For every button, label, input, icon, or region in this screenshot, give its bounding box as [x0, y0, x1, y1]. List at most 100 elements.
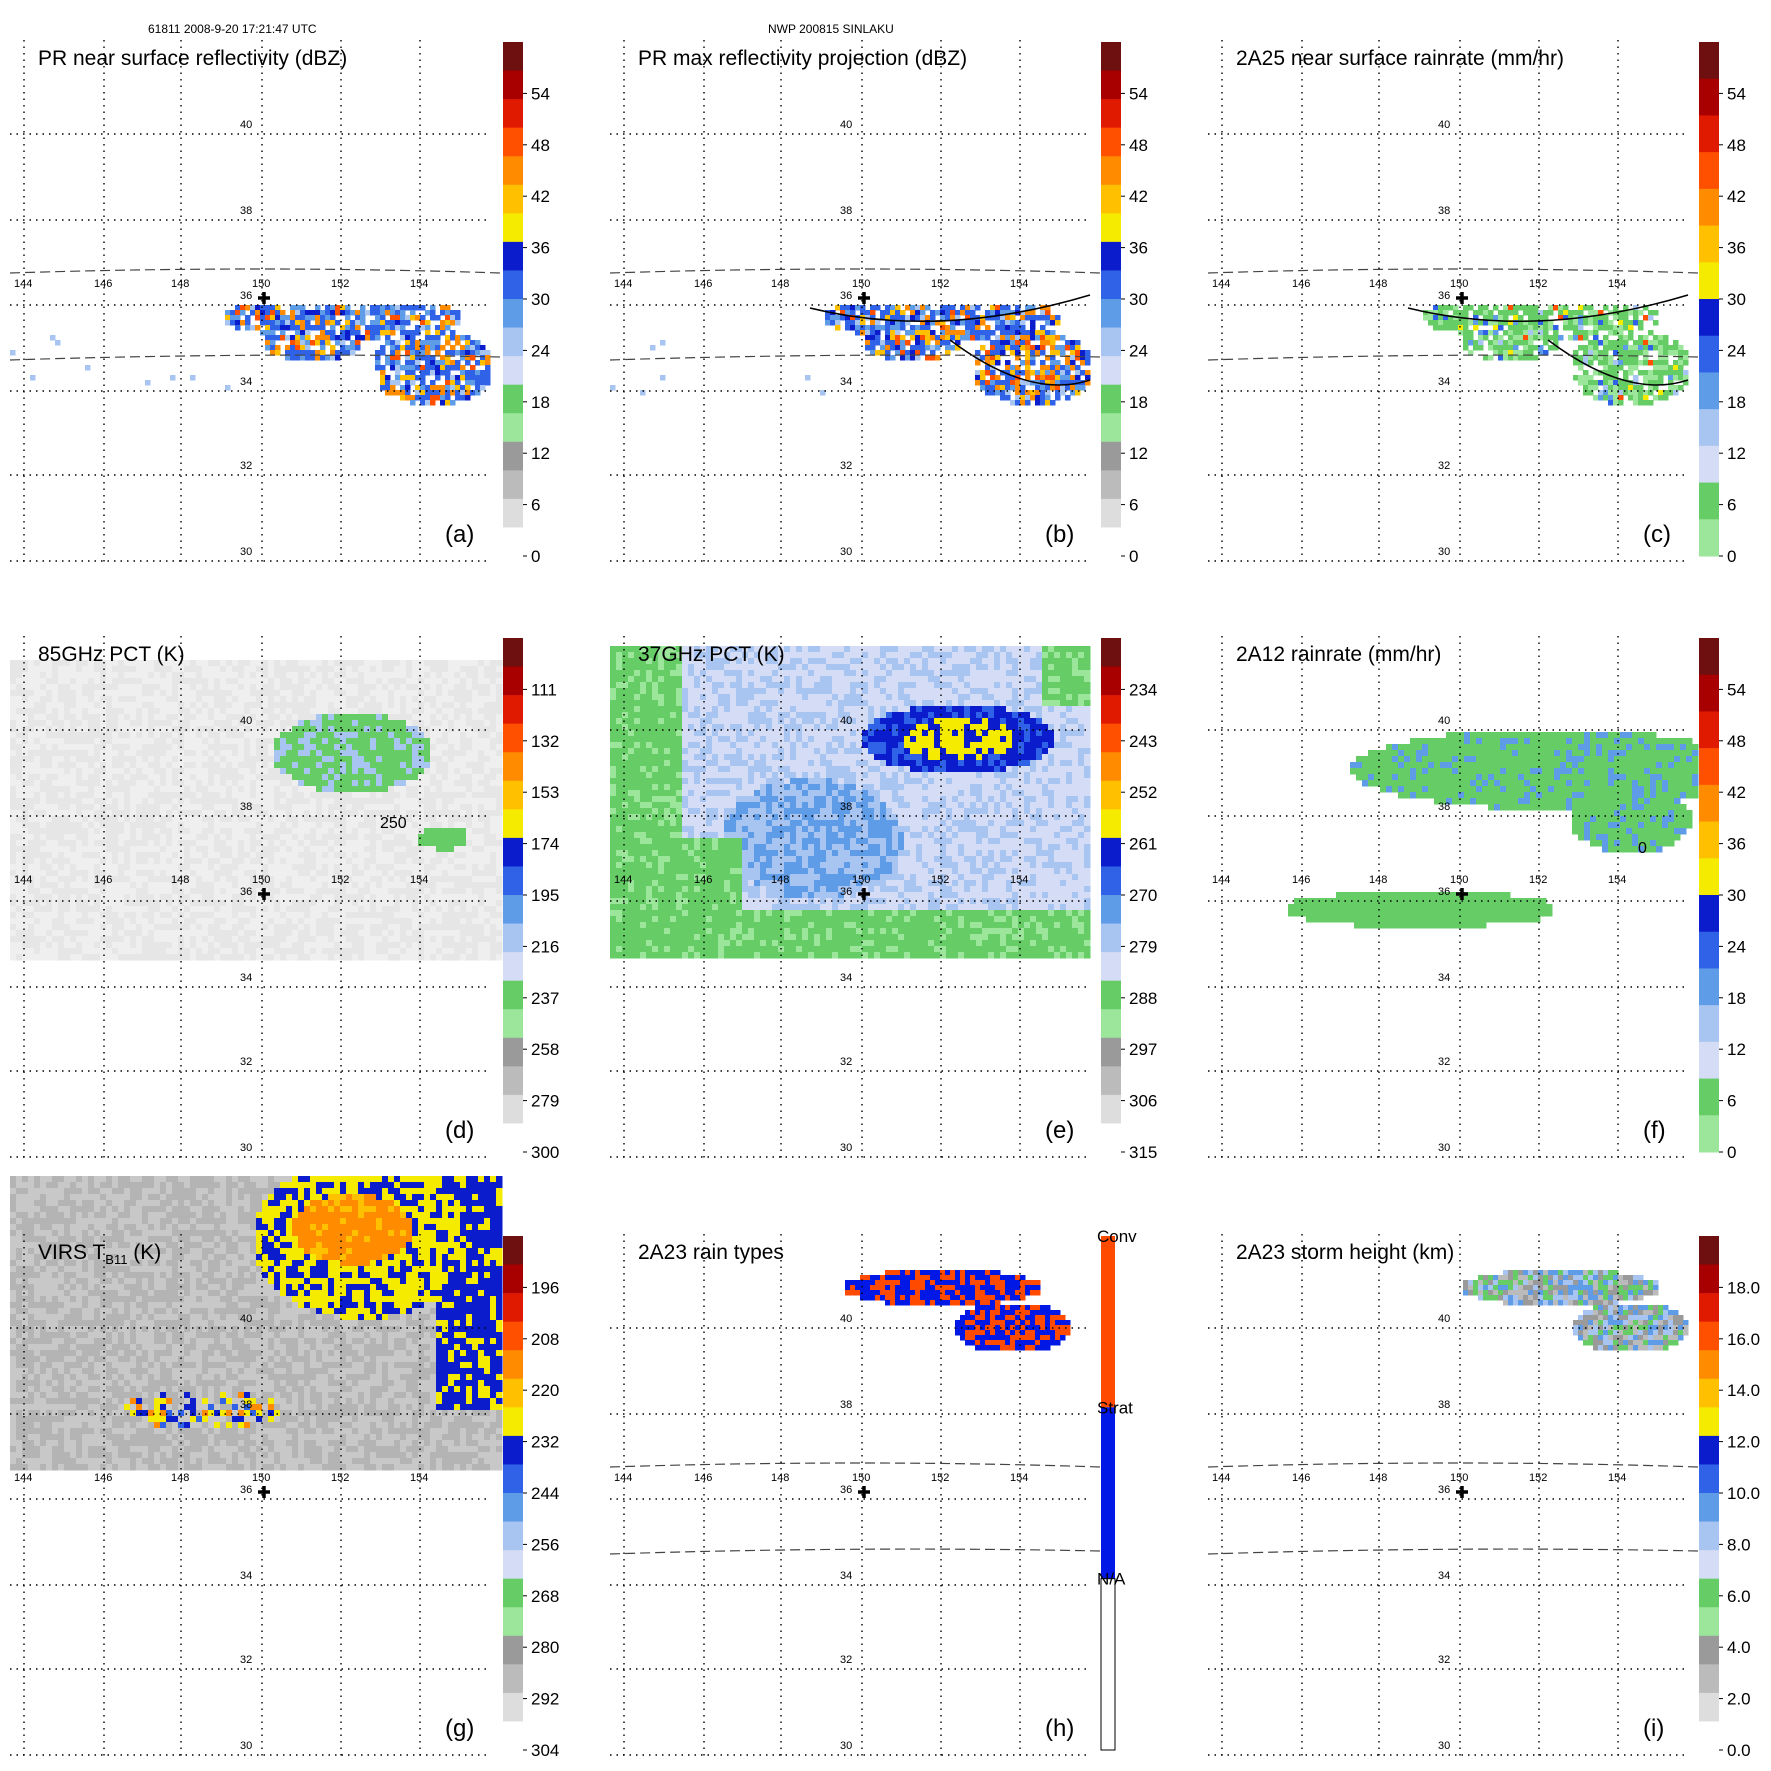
lat-tick-label: 40	[840, 1313, 852, 1325]
colorbar-tick: 30	[1727, 290, 1746, 309]
storm-center-marker	[858, 292, 870, 304]
colorbar-tick: 18	[1727, 989, 1746, 1008]
lon-tick-label: 154	[1608, 874, 1626, 886]
lat-tick-label: 32	[240, 1654, 252, 1666]
lon-tick-label: 150	[252, 874, 270, 886]
lon-tick-label: 146	[1292, 874, 1310, 886]
colorbar-tick: 24	[531, 341, 550, 360]
lat-tick-label: 38	[840, 801, 852, 813]
lat-tick-label: 30	[1438, 1142, 1450, 1154]
lon-tick-label: 148	[771, 278, 789, 290]
lat-tick-label: 34	[240, 376, 252, 388]
lon-tick-label: 144	[14, 1472, 32, 1484]
lat-tick-label: 30	[240, 1142, 252, 1154]
colorbar-tick: 18	[1727, 393, 1746, 412]
lon-tick-label: 150	[252, 1472, 270, 1484]
storm-center-marker	[1456, 888, 1468, 900]
colorbar-tick: 30	[531, 290, 550, 309]
lat-tick-label: 36	[240, 290, 252, 302]
lon-tick-label: 150	[1450, 278, 1468, 290]
panel-title: 2A25 near surface rainrate (mm/hr)	[1236, 47, 1564, 70]
lat-tick-label: 34	[840, 1570, 852, 1582]
lat-tick-label: 32	[840, 1654, 852, 1666]
colorbar-tick: 48	[1727, 136, 1746, 155]
lon-tick-label: 148	[1369, 278, 1387, 290]
colorbar-tick: 48	[531, 136, 550, 155]
colorbar-tick: 42	[1129, 187, 1148, 206]
colorbar-tick: 300	[531, 1143, 559, 1162]
lon-tick-label: 152	[931, 1472, 949, 1484]
lat-tick-label: 30	[1438, 546, 1450, 558]
svg-text:2A25 near surface rainrate (mm: 2A25 near surface rainrate (mm/hr)	[1236, 47, 1564, 70]
lon-tick-label: 148	[771, 1472, 789, 1484]
lat-lon-grid: 40 38 36 34 32 30 144 146 148 150 152 154	[610, 40, 1090, 562]
lon-tick-label: 144	[614, 278, 632, 290]
colorbar-tick: 261	[1129, 835, 1157, 854]
colorbar: 234 243 252 261 270 279 288 297 306 315	[1101, 638, 1157, 1162]
colorbar-tick: 6	[1727, 1092, 1736, 1111]
lon-tick-label: 150	[1450, 874, 1468, 886]
lat-tick-label: 38	[840, 205, 852, 217]
colorbar-tick: Strat	[1097, 1398, 1133, 1417]
swath-edges	[609, 268, 1101, 361]
colorbar-tick: 10.0	[1727, 1484, 1760, 1503]
colorbar-tick: 36	[1727, 835, 1746, 854]
colorbar-tick: 54	[531, 84, 550, 103]
colorbar-tick: 304	[531, 1741, 559, 1760]
field-pixels	[845, 1270, 1071, 1351]
field-pixels	[1350, 732, 1699, 853]
panel-letter: (g)	[445, 1715, 474, 1742]
lon-tick-label: 154	[1608, 278, 1626, 290]
colorbar-tick: 196	[531, 1278, 559, 1297]
lat-tick-label: 32	[840, 460, 852, 472]
lon-tick-label: 148	[171, 1472, 189, 1484]
lon-tick-label: 154	[410, 1472, 428, 1484]
lon-tick-label: 150	[852, 278, 870, 290]
storm-center-marker	[258, 292, 270, 304]
field-pixels	[1288, 892, 1553, 929]
colorbar-tick: 54	[1727, 84, 1746, 103]
lat-lon-grid: 40 38 36 34 32 30 144 146 148 150 152 154	[10, 1234, 490, 1756]
colorbar-tick: 237	[531, 989, 559, 1008]
colorbar-tick: 280	[531, 1638, 559, 1657]
storm-center-marker	[858, 1486, 870, 1498]
lon-tick-label: 152	[1529, 1472, 1547, 1484]
colorbar-tick: 36	[1129, 239, 1148, 258]
panel-letter: (i)	[1643, 1715, 1664, 1742]
colorbar-tick: 216	[531, 937, 559, 956]
field-pixels	[10, 305, 491, 406]
colorbar-tick: 12	[1727, 1040, 1746, 1059]
lat-lon-grid: 40 38 36 34 32 30 144 146 148 150 152 154	[1208, 40, 1688, 562]
lon-tick-label: 146	[94, 1472, 112, 1484]
lat-lon-grid: 40 38 36 34 32 30 144 146 148 150 152 154	[10, 636, 490, 1158]
colorbar-tick: 12	[531, 444, 550, 463]
lat-tick-label: 40	[240, 715, 252, 727]
storm-center-marker	[1456, 1486, 1468, 1498]
panel-title: 2A12 rainrate (mm/hr)	[1236, 643, 1441, 666]
lat-lon-grid: 40 38 36 34 32 30 144 146 148 150 152 154	[1208, 1234, 1688, 1756]
lat-tick-label: 32	[840, 1056, 852, 1068]
field-pixels	[1463, 1270, 1689, 1351]
lat-tick-label: 34	[1438, 1570, 1450, 1582]
lat-lon-grid: 40 38 36 34 32 30 144 146 148 150 152 154	[1208, 636, 1688, 1158]
header-storm-name: NWP 200815 SINLAKU	[768, 22, 894, 36]
colorbar-tick: 30	[1129, 290, 1148, 309]
lon-tick-label: 148	[1369, 874, 1387, 886]
colorbar-tick: 174	[531, 835, 559, 854]
storm-center-marker	[858, 888, 870, 900]
header-orbit-time: 61811 2008-9-20 17:21:47 UTC	[148, 22, 317, 36]
colorbar: 111 132 153 174 195 216 237 258 279 300	[503, 638, 559, 1162]
lon-tick-label: 152	[1529, 874, 1547, 886]
lat-tick-label: 38	[240, 205, 252, 217]
lat-lon-grid: 40 38 36 34 32 30 144 146 148 150 152 154	[610, 1234, 1090, 1756]
lon-tick-label: 144	[614, 874, 632, 886]
colorbar-strat	[1101, 1407, 1115, 1579]
svg-text:PR near surface reflectivity (: PR near surface reflectivity (dBZ)	[38, 47, 347, 70]
colorbar-tick: 258	[531, 1040, 559, 1059]
lat-tick-label: 30	[840, 546, 852, 558]
lon-tick-label: 146	[694, 278, 712, 290]
colorbar-tick: 0	[531, 547, 540, 566]
contour-label: 250	[380, 815, 407, 832]
